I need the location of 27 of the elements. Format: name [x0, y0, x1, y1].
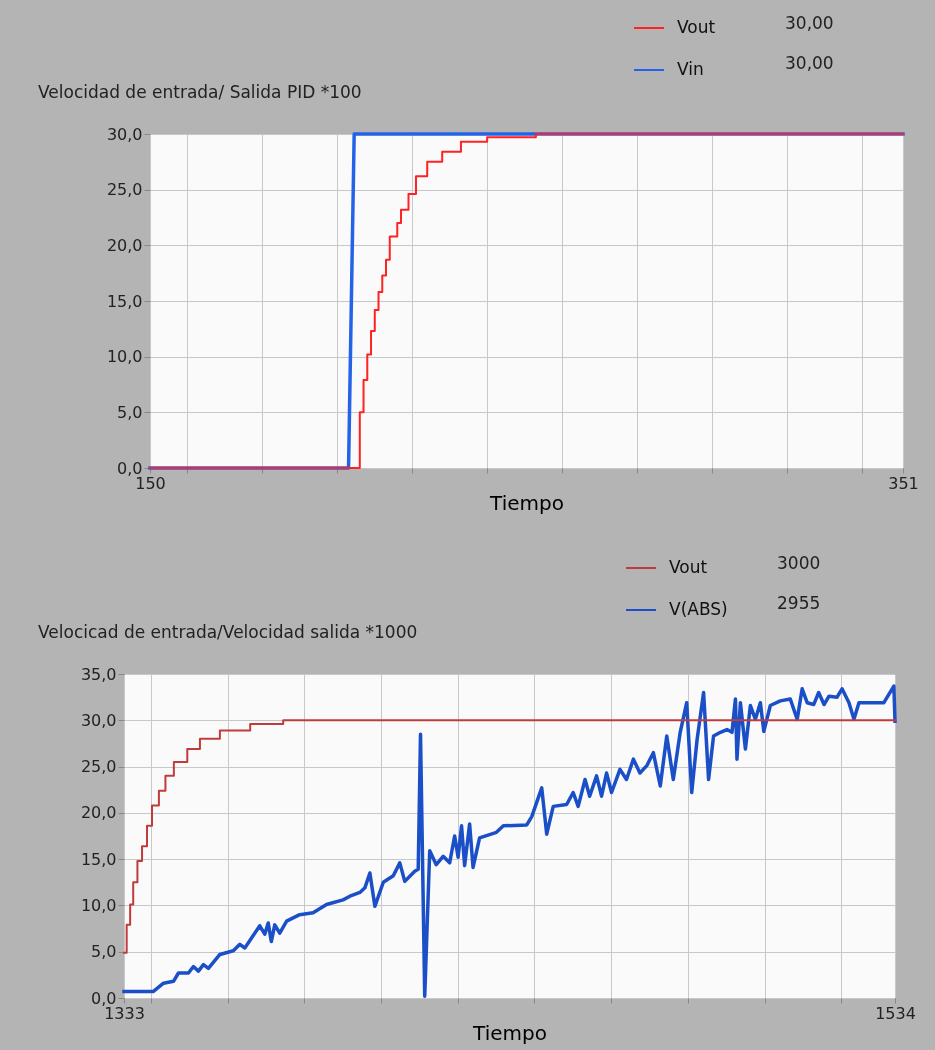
- y-tick-label: 15,0: [80, 849, 117, 869]
- x-axis-title: Tiempo: [489, 490, 564, 515]
- text: 30,00: [785, 53, 834, 73]
- y-tick-label: 5,0: [91, 942, 117, 962]
- x-tick-label: 1534: [875, 1003, 916, 1023]
- chart-title: Velocicad de entrada/Velocidad salida *1000: [38, 622, 418, 642]
- y-tick-label: 25,0: [106, 180, 143, 200]
- x-tick-label: 351: [888, 473, 919, 493]
- y-tick-label: 5,0: [117, 402, 143, 422]
- y-tick-label: 30,0: [106, 124, 143, 144]
- x-axis-title: Tiempo: [472, 1020, 547, 1045]
- text: 30,00: [785, 13, 834, 33]
- y-tick-label: 20,0: [80, 803, 117, 823]
- chart-title: Velocidad de entrada/ Salida PID *100: [38, 82, 362, 102]
- legend-label: V(ABS): [669, 599, 728, 619]
- legend-label: Vin: [677, 59, 704, 79]
- text: 2955: [777, 593, 821, 613]
- y-tick-label: 20,0: [106, 235, 143, 255]
- y-tick-label: 25,0: [80, 757, 117, 777]
- legend-label: Vout: [669, 557, 708, 577]
- y-tick-label: 15,0: [106, 291, 143, 311]
- y-tick-label: 10,0: [80, 895, 117, 915]
- text: 3000: [777, 553, 821, 573]
- y-tick-label: 35,0: [80, 664, 117, 684]
- legend-label: Vout: [677, 17, 716, 37]
- y-tick-label: 10,0: [106, 347, 143, 367]
- y-tick-label: 30,0: [80, 710, 117, 730]
